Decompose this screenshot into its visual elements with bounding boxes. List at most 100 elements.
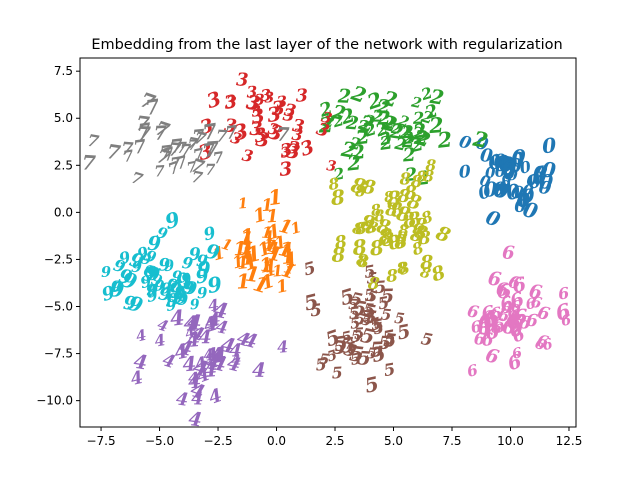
digit-point-4: 4 bbox=[212, 344, 227, 367]
digit-point-2: 2 bbox=[415, 167, 432, 191]
digit-point-4: 4 bbox=[252, 359, 266, 382]
digit-point-5: 5 bbox=[353, 324, 365, 343]
digit-point-8: 8 bbox=[385, 231, 405, 255]
digit-point-1: 1 bbox=[260, 222, 273, 242]
digit-point-5: 5 bbox=[361, 306, 373, 325]
digit-point-2: 2 bbox=[422, 100, 441, 124]
digit-point-9: 9 bbox=[189, 245, 201, 265]
digit-point-3: 3 bbox=[252, 124, 269, 147]
digit-point-6: 6 bbox=[510, 345, 524, 363]
digit-point-5: 5 bbox=[325, 347, 339, 365]
digit-point-2: 2 bbox=[337, 104, 357, 129]
digit-point-6: 6 bbox=[499, 298, 514, 318]
digit-point-7: 7 bbox=[188, 138, 198, 154]
digit-point-9: 9 bbox=[143, 263, 156, 281]
digit-point-2: 2 bbox=[412, 109, 425, 128]
digit-point-2: 2 bbox=[336, 85, 351, 108]
digit-point-4: 4 bbox=[183, 324, 198, 343]
digit-point-6: 6 bbox=[489, 317, 505, 338]
digit-point-8: 8 bbox=[368, 235, 385, 260]
digit-point-7: 7 bbox=[154, 162, 166, 181]
digit-point-3: 3 bbox=[279, 140, 294, 162]
digit-point-4: 4 bbox=[209, 342, 227, 368]
digit-point-4: 4 bbox=[207, 296, 220, 315]
digit-point-2: 2 bbox=[345, 150, 362, 175]
digit-point-2: 2 bbox=[377, 132, 393, 155]
digit-point-4: 4 bbox=[200, 312, 219, 338]
digit-point-6: 6 bbox=[481, 330, 494, 351]
digit-point-3: 3 bbox=[278, 158, 293, 181]
digit-point-1: 1 bbox=[264, 236, 275, 253]
x-tick-label: −7.5 bbox=[86, 434, 115, 448]
digit-point-9: 9 bbox=[147, 282, 158, 300]
digit-point-3: 3 bbox=[225, 93, 237, 112]
digit-point-3: 3 bbox=[326, 158, 338, 175]
digit-point-6: 6 bbox=[557, 283, 571, 303]
digit-point-0: 0 bbox=[494, 180, 509, 202]
digit-point-2: 2 bbox=[400, 122, 415, 143]
digit-point-4: 4 bbox=[199, 327, 212, 348]
digit-point-4: 4 bbox=[234, 328, 252, 352]
digit-point-5: 5 bbox=[332, 332, 349, 357]
digit-point-3: 3 bbox=[279, 144, 291, 161]
digit-point-1: 1 bbox=[265, 220, 284, 245]
digit-point-2: 2 bbox=[331, 164, 346, 185]
digit-point-7: 7 bbox=[81, 150, 97, 175]
y-tick-label: 2.5 bbox=[54, 158, 73, 172]
digit-point-9: 9 bbox=[101, 264, 112, 281]
digit-point-0: 0 bbox=[486, 152, 503, 175]
digit-point-8: 8 bbox=[394, 235, 405, 253]
digit-point-8: 8 bbox=[388, 199, 406, 222]
digit-point-5: 5 bbox=[369, 337, 384, 362]
digit-point-8: 8 bbox=[385, 186, 403, 211]
digit-point-8: 8 bbox=[393, 232, 408, 253]
digit-point-7: 7 bbox=[190, 167, 204, 188]
digit-point-8: 8 bbox=[330, 242, 346, 267]
digit-point-2: 2 bbox=[392, 134, 408, 155]
digit-point-3: 3 bbox=[236, 69, 249, 91]
digit-point-0: 0 bbox=[533, 162, 547, 182]
digit-point-2: 2 bbox=[371, 107, 384, 126]
digit-point-8: 8 bbox=[360, 176, 377, 200]
digit-point-8: 8 bbox=[417, 228, 431, 249]
digit-point-4: 4 bbox=[206, 385, 225, 409]
digit-point-3: 3 bbox=[264, 90, 275, 106]
digit-point-3: 3 bbox=[245, 92, 261, 115]
digit-point-3: 3 bbox=[246, 82, 258, 102]
y-tick-label: −5.0 bbox=[44, 300, 73, 314]
digit-point-7: 7 bbox=[120, 138, 134, 160]
digit-point-5: 5 bbox=[365, 287, 379, 306]
digit-point-8: 8 bbox=[408, 225, 424, 247]
digit-point-0: 0 bbox=[504, 179, 522, 205]
digit-point-1: 1 bbox=[250, 270, 271, 298]
digit-point-4: 4 bbox=[241, 328, 260, 353]
digit-point-8: 8 bbox=[411, 221, 430, 245]
digit-point-9: 9 bbox=[194, 265, 210, 289]
digit-point-2: 2 bbox=[418, 106, 435, 128]
digit-point-7: 7 bbox=[169, 153, 183, 173]
digit-point-6: 6 bbox=[491, 316, 508, 339]
digit-point-8: 8 bbox=[411, 214, 429, 238]
digit-point-8: 8 bbox=[425, 156, 436, 174]
digit-point-2: 2 bbox=[401, 131, 415, 152]
digit-point-9: 9 bbox=[205, 271, 223, 298]
digit-point-1: 1 bbox=[261, 194, 274, 215]
digit-point-8: 8 bbox=[385, 265, 399, 286]
digit-point-3: 3 bbox=[249, 104, 266, 129]
digit-point-5: 5 bbox=[357, 347, 371, 370]
digit-point-6: 6 bbox=[482, 305, 502, 332]
digit-point-4: 4 bbox=[229, 340, 242, 361]
digit-point-2: 2 bbox=[347, 133, 363, 154]
digit-point-7: 7 bbox=[192, 127, 208, 149]
digit-point-8: 8 bbox=[394, 227, 409, 248]
digit-point-7: 7 bbox=[167, 139, 182, 161]
digit-point-0: 0 bbox=[457, 131, 474, 153]
digit-point-4: 4 bbox=[225, 352, 243, 377]
digit-point-1: 1 bbox=[242, 239, 255, 259]
digit-point-5: 5 bbox=[345, 339, 359, 357]
digit-point-1: 1 bbox=[266, 206, 279, 228]
digit-point-8: 8 bbox=[409, 171, 423, 192]
digit-point-3: 3 bbox=[295, 85, 308, 106]
digit-point-6: 6 bbox=[496, 305, 511, 326]
digit-point-0: 0 bbox=[502, 158, 517, 179]
